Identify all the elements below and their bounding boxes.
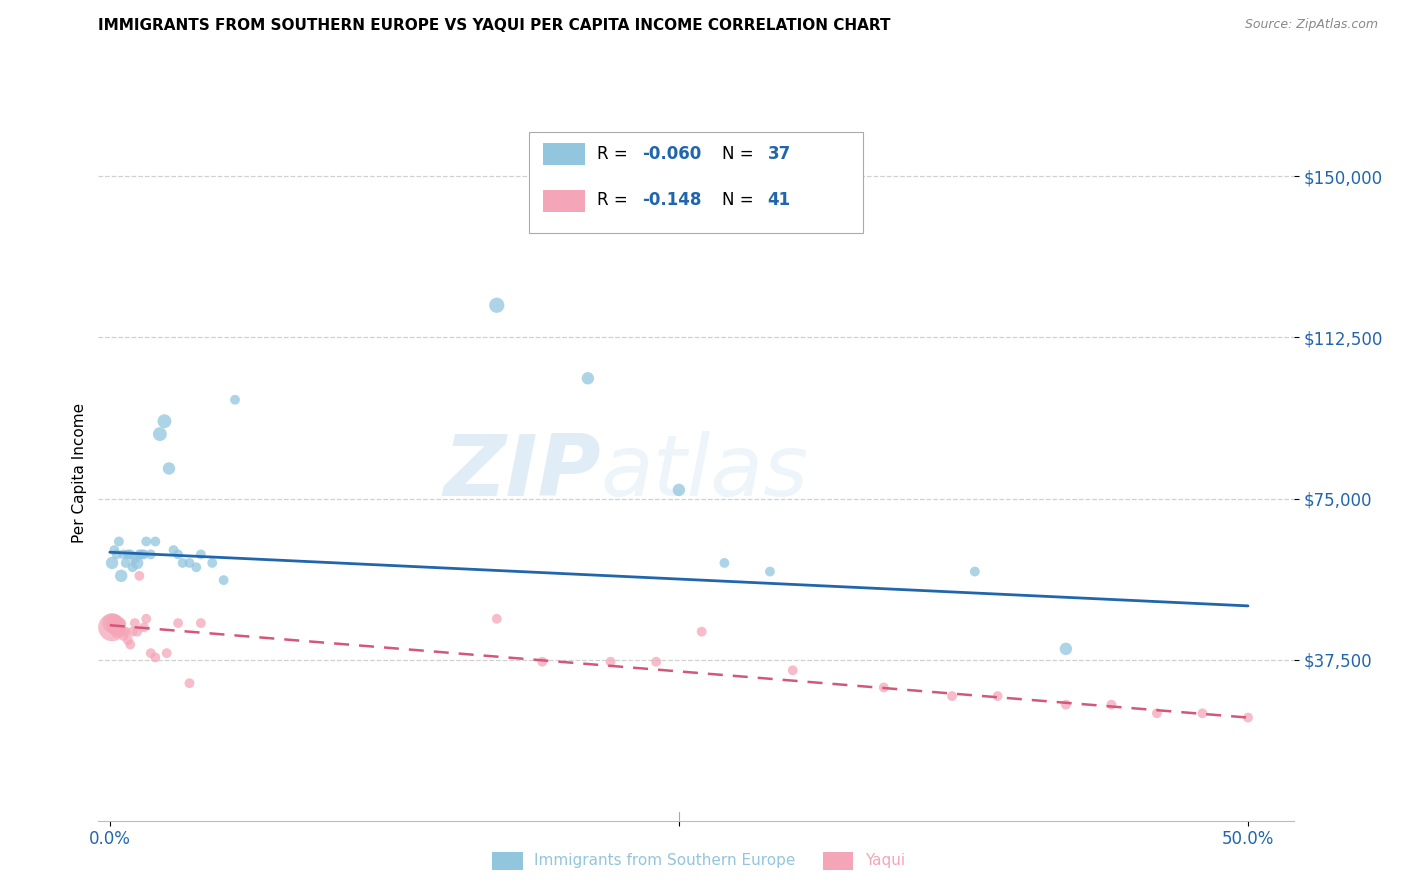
Point	[101, 616, 124, 631]
Point	[112, 624, 135, 639]
Point	[162, 543, 184, 558]
Point	[690, 624, 713, 639]
Point	[599, 655, 621, 669]
Text: -0.148: -0.148	[643, 191, 702, 209]
Bar	[543, 143, 585, 165]
Point	[101, 556, 124, 570]
Point	[186, 560, 208, 574]
Point	[576, 371, 599, 385]
Point	[531, 655, 554, 669]
Y-axis label: Per Capita Income: Per Capita Income	[72, 402, 87, 543]
Point	[114, 556, 136, 570]
Point	[131, 547, 153, 561]
Point	[713, 556, 735, 570]
Point	[124, 551, 146, 566]
Point	[124, 616, 146, 631]
Point	[103, 620, 125, 634]
Point	[121, 560, 143, 574]
Point	[1191, 706, 1213, 721]
Text: 41: 41	[768, 191, 790, 209]
Text: R =: R =	[596, 191, 638, 209]
Point	[143, 650, 166, 665]
Text: N =: N =	[723, 145, 759, 163]
Point	[987, 689, 1010, 703]
Point	[105, 624, 128, 639]
Point	[167, 547, 190, 561]
Text: -0.060: -0.060	[643, 145, 702, 163]
Point	[167, 616, 190, 631]
Point	[190, 547, 212, 561]
Point	[157, 461, 180, 475]
Point	[1099, 698, 1122, 712]
Point	[128, 547, 150, 561]
Point	[759, 565, 782, 579]
Point	[645, 655, 668, 669]
Point	[105, 616, 128, 631]
Bar	[543, 190, 585, 212]
Point	[117, 547, 139, 561]
Point	[112, 547, 135, 561]
Text: 37: 37	[768, 145, 792, 163]
Point	[224, 392, 246, 407]
Point	[873, 681, 896, 695]
Point	[103, 543, 125, 558]
Point	[108, 534, 131, 549]
Point	[121, 624, 143, 639]
Point	[1237, 710, 1260, 724]
Point	[110, 569, 132, 583]
Point	[127, 556, 149, 570]
Text: IMMIGRANTS FROM SOUTHERN EUROPE VS YAQUI PER CAPITA INCOME CORRELATION CHART: IMMIGRANTS FROM SOUTHERN EUROPE VS YAQUI…	[98, 18, 891, 33]
Text: N =: N =	[723, 191, 759, 209]
Point	[153, 414, 176, 428]
Point	[190, 616, 212, 631]
Point	[101, 620, 124, 634]
FancyBboxPatch shape	[529, 132, 863, 233]
Text: R =: R =	[596, 145, 633, 163]
Point	[668, 483, 690, 497]
Point	[143, 534, 166, 549]
Point	[139, 646, 162, 660]
Point	[127, 624, 149, 639]
Point	[108, 620, 131, 634]
Point	[485, 612, 508, 626]
Point	[172, 556, 194, 570]
Point	[963, 565, 986, 579]
Point	[110, 624, 132, 639]
Point	[135, 534, 157, 549]
Point	[117, 633, 139, 648]
Text: Source: ZipAtlas.com: Source: ZipAtlas.com	[1244, 18, 1378, 31]
Point	[120, 547, 142, 561]
Point	[485, 298, 508, 312]
Point	[179, 556, 201, 570]
Point	[1146, 706, 1168, 721]
Point	[1054, 698, 1077, 712]
Point	[112, 629, 135, 643]
Text: Immigrants from Southern Europe: Immigrants from Southern Europe	[534, 854, 796, 868]
Point	[156, 646, 179, 660]
Point	[128, 569, 150, 583]
Point	[149, 427, 172, 442]
Point	[132, 547, 155, 561]
Point	[103, 616, 125, 631]
Text: ZIP: ZIP	[443, 431, 600, 515]
Point	[114, 624, 136, 639]
Point	[212, 573, 235, 587]
Point	[108, 616, 131, 631]
Text: atlas: atlas	[600, 431, 808, 515]
Point	[1054, 641, 1077, 656]
Point	[132, 620, 155, 634]
Point	[782, 663, 804, 677]
Point	[110, 616, 132, 631]
Point	[201, 556, 224, 570]
Text: Yaqui: Yaqui	[865, 854, 905, 868]
Point	[105, 547, 128, 561]
Point	[135, 612, 157, 626]
Point	[179, 676, 201, 690]
Point	[139, 547, 162, 561]
Point	[120, 638, 142, 652]
Point	[941, 689, 963, 703]
